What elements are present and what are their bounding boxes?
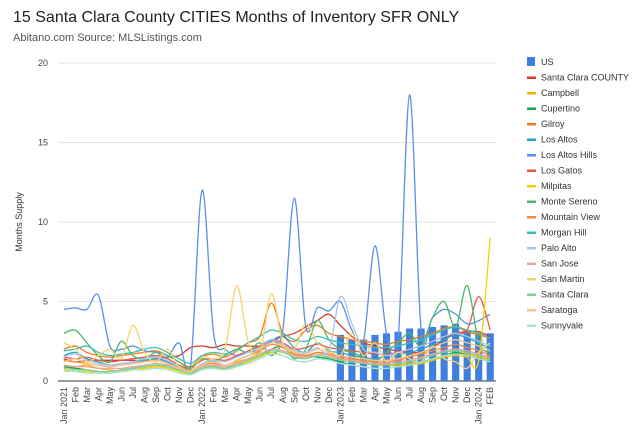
legend-swatch [527,123,536,126]
x-tick-label: Jul [128,387,138,399]
x-tick-label: Feb [209,387,219,403]
x-tick-label: Oct [439,387,449,402]
x-tick-label: Oct [301,387,311,402]
x-tick-label: Nov [174,387,184,404]
x-tick-label: Mar [82,387,92,403]
x-tick-label: Mar [220,387,230,403]
x-tick-label: Sep [428,387,438,403]
legend-label: Los Gatos [541,166,583,176]
legend-label: Santa Clara COUNTY [541,73,629,83]
y-tick-label: 15 [38,138,48,148]
x-tick-label: FEB [485,387,495,405]
x-tick-label: Dec [186,387,196,404]
bar-us [371,334,379,381]
legend-label: Campbell [541,88,579,98]
series-line [63,295,491,373]
legend-label: US [541,57,554,67]
x-tick-label: May [382,387,392,405]
x-tick-label: Jun [255,387,265,402]
x-tick-label: Apr [93,387,103,401]
bar-us [440,325,448,381]
legend-label: Mountain View [541,212,600,222]
series-line [63,353,491,376]
x-tick-label: Jan 2023 [335,387,345,424]
bar-us [382,333,391,381]
legend-label: Gilroy [541,119,565,129]
x-tick-label: Dec [324,387,334,404]
series-line [63,339,491,373]
legend-swatch [527,309,536,312]
legend-swatch [527,278,536,281]
x-tick-label: Jan 2021 [59,387,69,424]
y-tick-label: 20 [38,58,48,68]
x-tick-label: May [243,387,253,405]
legend-swatch [527,57,535,66]
legend-swatch [527,293,536,296]
series-line [63,326,491,365]
legend-label: Santa Clara [541,290,589,300]
legend-label: Los Altos [541,135,578,145]
legend-swatch [527,154,536,157]
x-tick-label: Sep [289,387,299,403]
bar-us [405,328,414,381]
series-line [63,350,491,374]
legend-label: Cupertino [541,104,580,114]
legend-swatch [527,200,536,203]
x-tick-label: Feb [70,387,80,403]
legend-swatch [527,216,536,219]
legend-label: Palo Alto [541,243,577,253]
legend-swatch [527,262,536,265]
chart-subtitle: Abitano.com Source: MLSListings.com [13,32,202,44]
legend-swatch [527,76,536,79]
legend-label: Saratoga [541,305,578,315]
legend-label: Morgan Hill [541,228,587,238]
x-tick-label: Nov [312,387,322,404]
y-tick-label: 10 [38,217,48,227]
legend-label: Sunnyvale [541,321,583,331]
x-tick-label: Jan 2024 [474,387,484,424]
x-tick-label: Jun [393,387,403,402]
x-tick-label: Nov [451,387,461,404]
legend-label: San Jose [541,259,579,269]
x-tick-label: Apr [232,387,242,401]
legend-swatch [527,169,536,172]
legend-swatch [527,107,536,110]
legend-swatch [527,185,536,188]
legend-label: San Martin [541,274,585,284]
legend-swatch [527,92,536,95]
x-tick-label: May [105,387,115,405]
legend-label: Monte Sereno [541,197,598,207]
x-tick-label: Jul [405,387,415,399]
x-tick-label: Apr [370,387,380,401]
chart-title: 15 Santa Clara County CITIES Months of I… [13,9,460,26]
legend-label: Los Altos Hills [541,150,598,160]
x-tick-label: Aug [139,387,149,403]
x-tick-label: Feb [347,387,357,403]
x-tick-label: Sep [151,387,161,403]
x-tick-label: Jan 2022 [197,387,207,424]
series-line [63,94,491,374]
bar-us [417,328,425,381]
x-tick-label: Dec [462,387,472,404]
x-tick-label: Aug [416,387,426,403]
legend-swatch [527,324,536,327]
x-tick-label: Mar [358,387,368,403]
bar-us [336,334,344,381]
series-line [63,348,491,373]
legend-swatch [527,231,536,234]
x-tick-label: Jul [266,387,276,399]
x-tick-label: Aug [278,387,288,403]
legend-swatch [527,138,536,141]
y-tick-label: 5 [43,297,48,307]
legend-label: Milpitas [541,181,572,191]
y-tick-label: 0 [43,376,48,386]
bar-us [394,331,402,381]
y-axis-label: Months Supply [14,192,24,252]
legend-swatch [527,247,536,250]
x-tick-label: Jun [116,387,126,402]
bar-us [486,333,494,381]
x-tick-label: Oct [163,387,173,402]
